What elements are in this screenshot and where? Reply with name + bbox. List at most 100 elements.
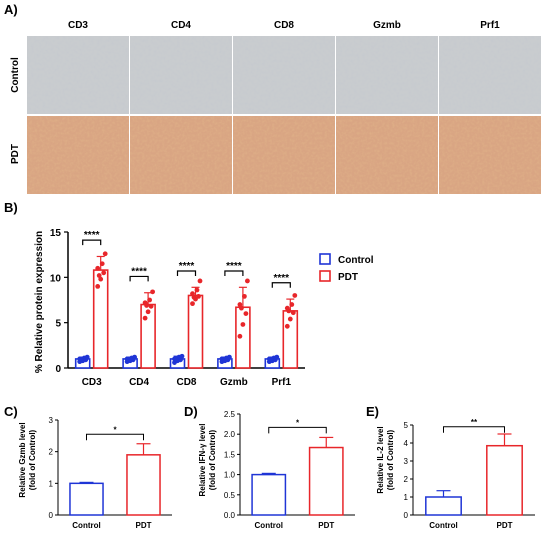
micrograph-grid: CD3 CD4 CD8 Gzmb Prf1 Control PDT [10,20,541,194]
chart-c-significance-label: * [113,425,117,434]
chart-b-legend-label-control: Control [338,255,374,266]
chart-b-point [173,356,179,362]
chart-b-point [101,270,107,276]
chart-b-significance-bracket [271,282,291,288]
chart-b-point [148,303,154,309]
chart-d-y-tick-label: 0.5 [224,491,236,500]
chart-b-x-tick-label-cd3: CD3 [82,377,102,388]
chart-e-bar-control [425,496,462,516]
chart-b-point [242,293,247,299]
chart-b-x-tick-label-prf1: Prf1 [272,377,292,388]
chart-e-y-tick-label: 0 [404,511,409,520]
chart-b-point [84,354,90,360]
chart-b: % Relative protein expression 0 5 10 15 ****… [34,228,374,388]
chart-b-point [147,297,153,303]
chart-b-point [237,333,243,339]
panel-label-a: A) [4,2,18,17]
chart-b-x-tick-label-cd8: CD8 [176,377,196,388]
chart-b-significance-label: **** [226,261,242,272]
chart-d-y-axis-label-line1: Relative IFN-γ level [198,424,207,497]
chart-e-y-tick-label: 2 [404,475,409,484]
chart-b-point [194,287,200,293]
chart-e-bar-pdt [486,444,523,516]
chart-d-significance-label: * [296,418,300,427]
chart-b-bar-pdt-cd3 [92,269,109,369]
micrograph-texture [233,116,335,194]
chart-b-x-tick-label-cd4: CD4 [129,377,149,388]
chart-d-y-tick-label: 2.0 [224,430,236,439]
panel-label-c: C) [4,404,18,419]
row-header-control: Control [10,57,21,93]
chart-c-x-tick-label-control: Control [72,521,100,530]
micrograph-texture [27,116,129,194]
chart-c-bar-pdt [126,454,161,516]
chart-b-point [190,291,195,297]
chart-e-y-axis-label-line1: Relative IL-2 level [376,426,385,493]
chart-b-point [292,293,298,298]
chart-b-legend-label-pdt: PDT [338,272,358,283]
chart-b-point [221,356,226,362]
chart-e-x-tick-label-control: Control [429,521,457,530]
column-header-cd8: CD8 [274,20,294,31]
chart-d-bar-control [251,473,287,516]
chart-b-y-axis-label: % Relative protein expression [34,231,45,373]
chart-b-point [289,302,295,307]
micrograph-texture [439,116,541,194]
chart-b-significance-label: **** [131,266,147,277]
chart-e-significance-label: ** [471,418,478,427]
chart-c-y-axis-label-line2: (fold of Control) [28,429,37,490]
chart-b-point [96,273,102,278]
chart-d-y-tick-label: 1.5 [224,450,236,459]
chart-c-y-axis-label-line1: Relative Gzmb level [18,422,27,497]
chart-b-point [268,356,274,362]
row-header-pdt: PDT [10,144,21,164]
chart-b-point [284,323,290,329]
chart-b-y-tick-label: 5 [55,319,61,330]
chart-b-point [78,356,84,362]
chart-c-bar-control [69,482,104,516]
panel-label-b: B) [4,200,18,215]
chart-b-point [132,354,138,360]
chart-e: Relative IL-2 level (fold of Control) 0 1… [376,418,535,530]
chart-c: Relative Gzmb level (fold of Control) 0 1… [18,416,172,530]
chart-c-x-tick-label-pdt: PDT [136,521,152,530]
chart-c-y-tick-label: 0 [49,511,54,520]
chart-b-point [287,316,293,322]
chart-b-point [227,354,232,360]
panel-label-e: E) [366,404,379,419]
chart-b-point [274,354,280,360]
chart-b-point [191,294,197,300]
chart-c-significance-bracket [86,433,144,441]
chart-b-point [197,278,203,284]
chart-b-point [245,278,250,284]
chart-e-x-tick-label-pdt: PDT [497,521,513,530]
chart-b-point [290,310,296,316]
micrograph-texture [439,36,541,114]
chart-e-y-tick-label: 4 [404,439,409,448]
chart-b-point [239,305,244,311]
panel-label-d: D) [184,404,198,419]
micrograph-texture [336,36,438,114]
chart-b-point [286,308,292,314]
chart-e-y-tick-label: 3 [404,457,409,466]
micrograph-texture [336,116,438,194]
chart-e-significance-bracket [443,426,505,433]
chart-d-bar-pdt [308,446,344,516]
chart-b-point [179,353,185,359]
chart-b-point [196,293,201,299]
chart-b-legend-swatch-control [319,253,331,265]
chart-d-y-tick-label: 0.0 [224,511,236,520]
chart-d: Relative IFN-γ level (fold of Control) 0… [198,410,355,530]
chart-b-point [99,261,105,267]
chart-b-bar-pdt-cd8 [187,294,204,369]
chart-b-point [126,356,131,362]
chart-b-significance-bracket [82,239,102,246]
chart-c-y-tick-label: 1 [49,479,54,488]
chart-d-x-tick-label-pdt: PDT [318,521,334,530]
column-header-prf1: Prf1 [480,20,500,31]
chart-b-point [240,322,246,327]
chart-b-point [142,315,148,321]
micrograph-texture [130,116,232,194]
chart-b-significance-label: **** [274,273,290,284]
chart-b-point [102,251,108,257]
